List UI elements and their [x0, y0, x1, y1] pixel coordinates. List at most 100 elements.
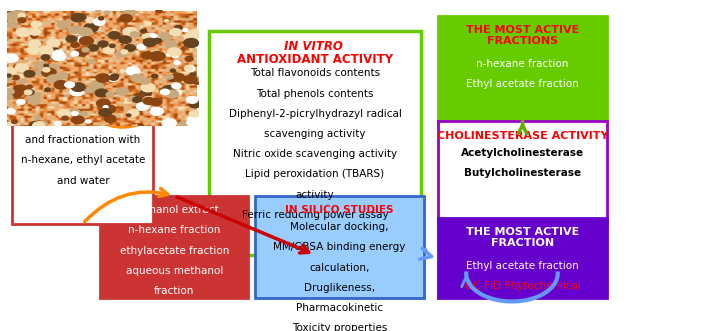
FancyBboxPatch shape	[438, 121, 607, 224]
Circle shape	[26, 90, 34, 95]
Text: THE MOST ACTIVE
FRACTION: THE MOST ACTIVE FRACTION	[466, 227, 579, 249]
Circle shape	[62, 116, 68, 120]
Circle shape	[27, 47, 40, 54]
Circle shape	[62, 56, 66, 58]
Circle shape	[184, 33, 199, 42]
Circle shape	[72, 116, 84, 123]
Circle shape	[99, 17, 104, 20]
Circle shape	[167, 48, 181, 56]
Circle shape	[172, 83, 181, 89]
Circle shape	[89, 60, 95, 64]
Circle shape	[183, 28, 188, 32]
Circle shape	[71, 52, 79, 56]
Circle shape	[104, 11, 109, 14]
Text: n-hexane fraction: n-hexane fraction	[128, 225, 220, 235]
Circle shape	[6, 122, 13, 127]
Circle shape	[54, 50, 63, 56]
Circle shape	[79, 37, 90, 44]
Circle shape	[70, 87, 84, 96]
Circle shape	[121, 70, 125, 72]
Circle shape	[150, 98, 162, 106]
Text: ANTIOXIDANT ACTIVITY: ANTIOXIDANT ACTIVITY	[237, 53, 393, 66]
Circle shape	[79, 35, 88, 40]
Circle shape	[140, 78, 150, 84]
Circle shape	[39, 121, 47, 126]
Text: Acetylcholinesterase: Acetylcholinesterase	[461, 148, 584, 158]
Circle shape	[10, 90, 22, 97]
Circle shape	[130, 96, 136, 100]
Circle shape	[55, 121, 62, 126]
Text: Diphenyl-2-picrylhydrazyl radical: Diphenyl-2-picrylhydrazyl radical	[228, 109, 401, 119]
Circle shape	[109, 75, 118, 80]
Circle shape	[57, 21, 68, 28]
Circle shape	[81, 112, 87, 116]
Circle shape	[165, 90, 179, 98]
Circle shape	[30, 52, 35, 54]
FancyBboxPatch shape	[101, 196, 248, 298]
Circle shape	[140, 29, 147, 33]
Circle shape	[141, 83, 155, 92]
Circle shape	[167, 53, 172, 56]
Text: Pharmacokinetic: Pharmacokinetic	[296, 303, 383, 313]
Circle shape	[190, 39, 205, 48]
Circle shape	[29, 40, 40, 47]
Circle shape	[31, 21, 41, 27]
Circle shape	[185, 57, 193, 61]
Circle shape	[2, 74, 12, 80]
Text: n-hexane, ethyl acetate: n-hexane, ethyl acetate	[21, 155, 145, 166]
Circle shape	[96, 99, 111, 108]
Circle shape	[6, 74, 11, 77]
Circle shape	[110, 44, 115, 48]
Circle shape	[98, 41, 108, 47]
Circle shape	[12, 75, 19, 80]
Circle shape	[165, 41, 177, 48]
Circle shape	[24, 71, 35, 77]
Circle shape	[71, 42, 79, 47]
Text: Total flavonoids contents: Total flavonoids contents	[250, 69, 380, 78]
Circle shape	[1, 88, 13, 94]
Circle shape	[16, 64, 28, 72]
Circle shape	[184, 66, 192, 71]
Circle shape	[137, 44, 145, 50]
Circle shape	[35, 62, 48, 70]
Circle shape	[128, 110, 139, 117]
Circle shape	[79, 28, 92, 36]
Circle shape	[84, 87, 94, 93]
Circle shape	[48, 50, 54, 54]
Circle shape	[66, 20, 70, 23]
Text: ethylacetate fraction: ethylacetate fraction	[120, 246, 229, 256]
Circle shape	[169, 77, 176, 81]
Circle shape	[153, 38, 162, 43]
Circle shape	[157, 37, 162, 40]
Circle shape	[166, 74, 173, 79]
Circle shape	[66, 36, 77, 42]
Circle shape	[72, 112, 78, 116]
Circle shape	[84, 24, 99, 32]
Circle shape	[160, 89, 169, 95]
Circle shape	[63, 98, 67, 100]
Circle shape	[120, 14, 133, 22]
Circle shape	[170, 69, 175, 72]
Circle shape	[108, 32, 121, 39]
Circle shape	[184, 75, 197, 84]
Circle shape	[172, 54, 179, 58]
Circle shape	[47, 39, 60, 47]
Circle shape	[132, 93, 146, 102]
Circle shape	[143, 34, 150, 38]
Circle shape	[16, 28, 30, 36]
Circle shape	[28, 98, 40, 105]
Circle shape	[30, 28, 41, 35]
Text: Ethyl acetate fraction: Ethyl acetate fraction	[467, 261, 579, 271]
Circle shape	[54, 81, 68, 89]
Circle shape	[72, 30, 79, 35]
Text: aqueous methanol: aqueous methanol	[125, 266, 223, 276]
Circle shape	[116, 50, 128, 57]
Circle shape	[96, 9, 101, 12]
Text: calculation,: calculation,	[309, 262, 370, 273]
Circle shape	[5, 89, 14, 94]
FancyBboxPatch shape	[209, 31, 420, 255]
Circle shape	[162, 86, 175, 93]
Circle shape	[35, 116, 41, 119]
Text: Methanol extract: Methanol extract	[130, 205, 218, 215]
Circle shape	[70, 51, 75, 54]
